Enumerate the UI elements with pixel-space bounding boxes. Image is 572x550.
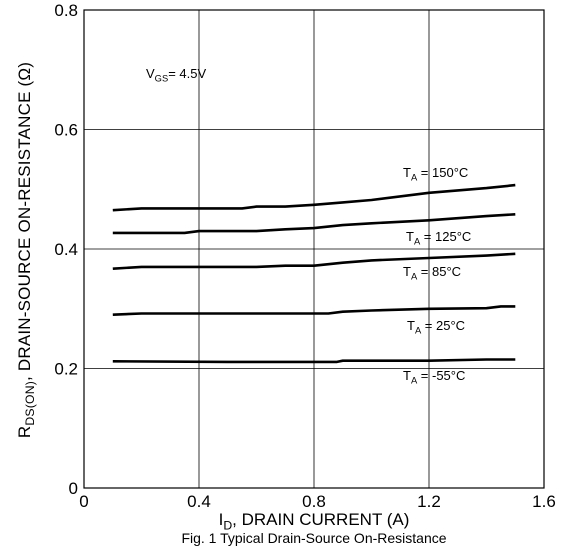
x-tick-label: 0 xyxy=(79,492,88,511)
series-line-4 xyxy=(112,358,516,364)
series-label-25c: TA = 25°C xyxy=(407,318,466,336)
x-tick-label: 0.8 xyxy=(302,492,326,511)
y-axis-title: RDS(ON), DRAIN-SOURCE ON-RESISTANCE (Ω) xyxy=(14,61,38,439)
series-group xyxy=(112,183,516,364)
y-tick-label: 0 xyxy=(69,479,78,498)
gridlines xyxy=(84,10,544,488)
figure-caption: Fig. 1 Typical Drain-Source On-Resistanc… xyxy=(181,530,447,546)
y-tick-label: 0.4 xyxy=(54,240,78,259)
y-tick-label: 0.8 xyxy=(54,1,78,20)
x-axis-title: ID, DRAIN CURRENT (A) xyxy=(218,510,410,533)
series-line-0 xyxy=(112,183,516,212)
series-label-150c: TA = 150°C xyxy=(403,165,469,183)
x-tick-label: 0.4 xyxy=(187,492,211,511)
series-line-3 xyxy=(112,305,516,316)
axis-ticks: 0 0.4 0.8 1.2 1.6 0 0.2 0.4 0.6 0.8 xyxy=(54,1,555,511)
y-tick-label: 0.6 xyxy=(54,121,78,140)
y-tick-label: 0.2 xyxy=(54,360,78,379)
x-tick-label: 1.2 xyxy=(417,492,441,511)
series-label-125c: TA = 125°C xyxy=(406,229,472,247)
vgs-annotation: VGS= 4.5V xyxy=(146,66,207,84)
series-label-minus55c: TA = -55°C xyxy=(403,368,466,386)
plot-frame xyxy=(83,9,545,489)
series-line-1 xyxy=(112,213,516,235)
x-tick-label: 1.6 xyxy=(532,492,556,511)
series-label-85c: TA = 85°C xyxy=(403,264,462,282)
series-line-2 xyxy=(112,252,516,270)
